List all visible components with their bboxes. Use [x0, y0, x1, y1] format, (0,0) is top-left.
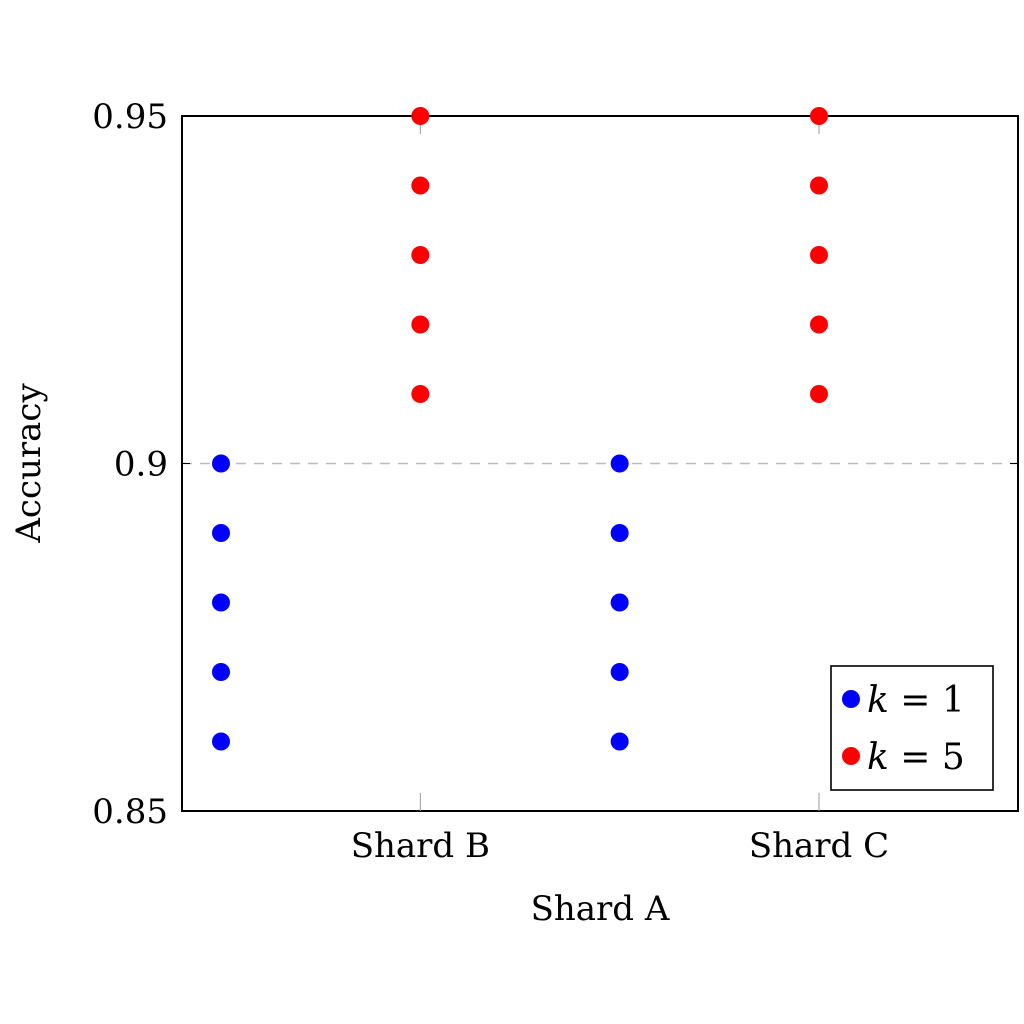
- data-point-series-2: [810, 315, 828, 334]
- x-tick-label: Shard B: [351, 826, 490, 866]
- y-tick-label: 0.9: [114, 445, 168, 485]
- data-point-series-2: [411, 176, 430, 195]
- data-point-series-1: [212, 593, 230, 612]
- data-point-series-2: [810, 385, 828, 403]
- data-point-series-1: [212, 454, 230, 473]
- data-point-series-2: [810, 246, 828, 264]
- data-point-series-1: [610, 593, 629, 612]
- data-point-series-2: [411, 315, 430, 334]
- legend-box: [830, 665, 994, 791]
- data-point-series-2: [411, 246, 430, 264]
- data-point-series-2: [810, 176, 828, 195]
- data-point-series-1: [212, 524, 230, 542]
- y-tick-label: 0.95: [92, 97, 168, 137]
- data-point-series-1: [610, 663, 629, 681]
- data-point-series-2: [411, 107, 430, 125]
- data-point-series-1: [610, 454, 629, 473]
- data-point-series-2: [810, 107, 828, 125]
- data-point-series-1: [212, 732, 230, 751]
- legend-marker-series-1: [842, 690, 860, 708]
- y-tick-label: 0.85: [92, 792, 168, 832]
- legend-label-series-2: k = 5: [867, 737, 965, 778]
- data-point-series-1: [610, 524, 629, 542]
- legend: k = 1 k = 5: [830, 665, 994, 791]
- x-tick-label: Shard C: [749, 826, 889, 866]
- data-point-series-2: [411, 385, 430, 403]
- x-axis-title: Shard A: [531, 889, 670, 929]
- data-point-series-1: [212, 663, 230, 681]
- y-axis-title: Accuracy: [9, 383, 49, 544]
- plot-area: 0.85 0.9 0.95 Shard B Shard C: [92, 97, 1019, 866]
- data-point-series-1: [610, 732, 629, 751]
- legend-label-series-1: k = 1: [867, 680, 965, 721]
- legend-marker-series-2: [842, 747, 860, 765]
